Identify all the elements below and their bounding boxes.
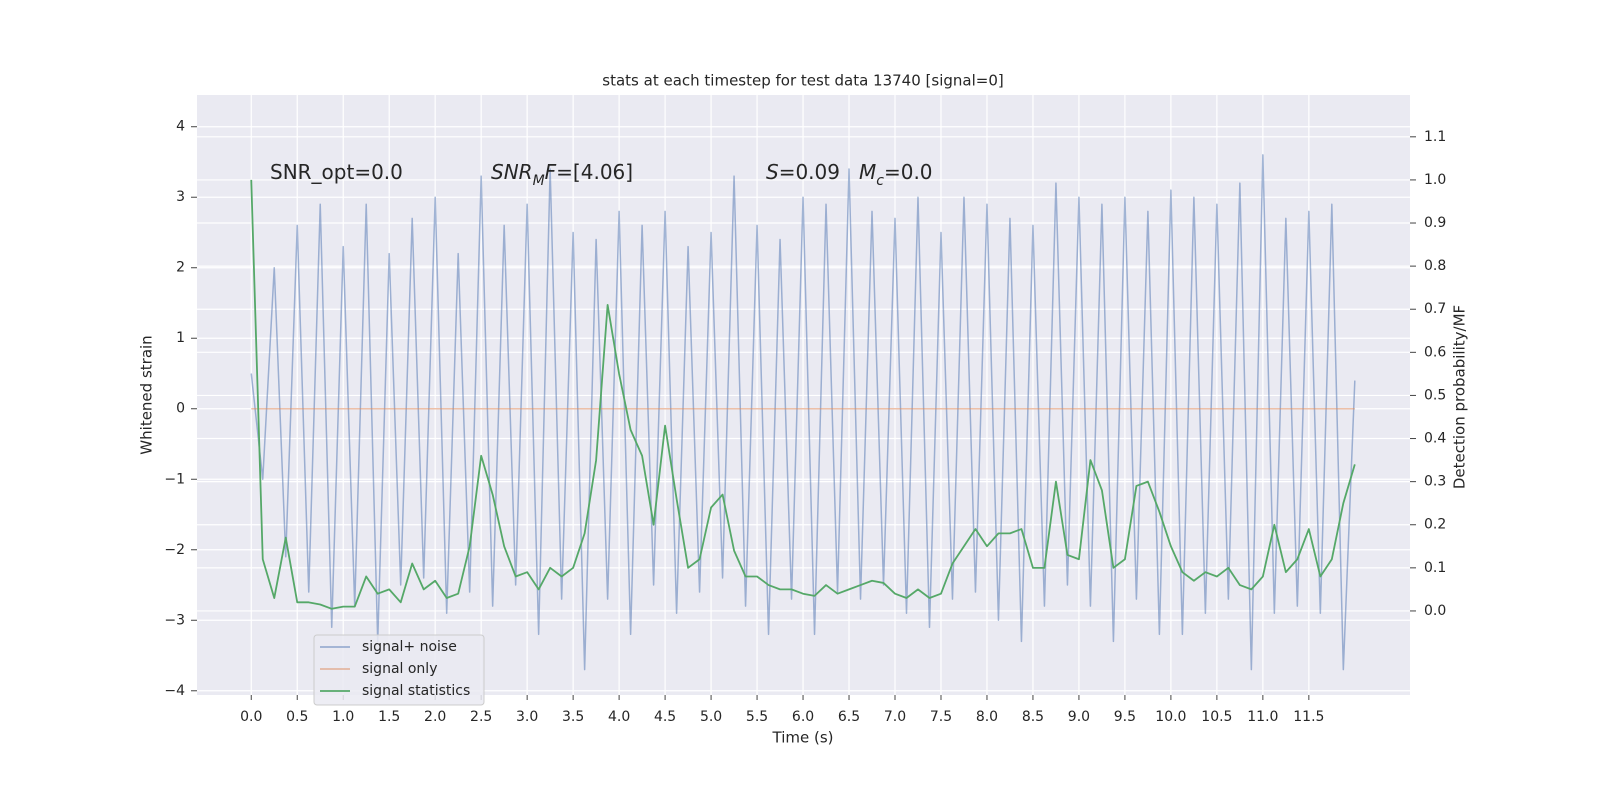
- legend-label: signal statistics: [362, 683, 470, 699]
- x-tick-label: 2.0: [424, 709, 446, 725]
- legend-label: signal+ noise: [362, 639, 457, 655]
- x-tick-label: 8.0: [976, 709, 998, 725]
- y2-tick-label: 1.0: [1424, 172, 1446, 188]
- x-tick-label: 5.5: [746, 709, 768, 725]
- y-tick-label: −4: [164, 683, 185, 699]
- x-tick-label: 10.5: [1201, 709, 1232, 725]
- y2-tick-label: 0.0: [1424, 603, 1446, 619]
- annotation: Mc=0.0: [859, 160, 933, 190]
- annotation-part: F: [545, 160, 557, 184]
- y2-tick-label: 0.1: [1424, 560, 1446, 576]
- y2-tick-label: 0.9: [1424, 215, 1446, 231]
- x-tick-label: 7.5: [930, 709, 952, 725]
- y2-tick-label: 0.8: [1424, 258, 1446, 274]
- x-tick-label: 9.0: [1068, 709, 1090, 725]
- x-tick-label: 4.5: [654, 709, 676, 725]
- x-tick-label: 5.0: [700, 709, 722, 725]
- x-tick-label: 3.0: [516, 709, 538, 725]
- marks: [250, 154, 1356, 671]
- x-tick-label: 2.5: [470, 709, 492, 725]
- y-tick-label: 3: [176, 189, 185, 205]
- legend-label: signal only: [362, 661, 437, 677]
- annotation-part: SNR_opt=0.0: [270, 160, 403, 184]
- x-tick-label: 3.5: [562, 709, 584, 725]
- x-tick-label: 0.5: [286, 709, 308, 725]
- y2-axis-label: Detection probability/MF: [1451, 305, 1469, 489]
- annotation: S=0.09: [766, 160, 840, 184]
- annotation-part: SNR: [491, 160, 533, 184]
- series-line: [250, 154, 1356, 671]
- y-tick-label: 4: [176, 119, 185, 135]
- x-axis-label: Time (s): [772, 729, 834, 747]
- legend: signal+ noise signal only signal statistic…: [313, 634, 485, 706]
- annotation: SNR_opt=0.0: [270, 160, 403, 184]
- annotation-part: =[4.06]: [556, 160, 633, 184]
- y-tick-label: 1: [176, 330, 185, 346]
- annotation-part: c: [876, 173, 884, 189]
- legend-box: [313, 634, 485, 706]
- x-tick-label: 0.0: [240, 709, 262, 725]
- chart-title: stats at each timestep for test data 137…: [602, 72, 1003, 90]
- y-tick-label: −3: [164, 612, 185, 628]
- y2-tick-label: 0.5: [1424, 387, 1446, 403]
- overlay: SNR_opt=0.0 SNRMF=[4.06] S=0.09 Mc=0.0signa…: [270, 160, 933, 706]
- y2-tick-label: 0.3: [1424, 474, 1446, 490]
- x-tick-label: 1.5: [378, 709, 400, 725]
- x-tick-label: 7.0: [884, 709, 906, 725]
- x-tick-label: 10.0: [1155, 709, 1186, 725]
- annotation-part: M: [859, 160, 876, 184]
- x-tick-label: 11.5: [1293, 709, 1324, 725]
- annotation-part: S: [766, 160, 779, 184]
- annotation-part: =0.09: [779, 160, 840, 184]
- x-tick-label: 6.0: [792, 709, 814, 725]
- y-tick-label: −1: [164, 471, 185, 487]
- y-tick-label: 2: [176, 260, 185, 276]
- x-tick-label: 11.0: [1247, 709, 1278, 725]
- x-tick-label: 6.5: [838, 709, 860, 725]
- y-tick-label: 0: [176, 401, 185, 417]
- y2-tick-label: 0.2: [1424, 517, 1446, 533]
- y-axis-label: Whitened strain: [138, 335, 156, 454]
- x-tick-label: 8.5: [1022, 709, 1044, 725]
- x-tick-label: 4.0: [608, 709, 630, 725]
- annotation-part: =0.0: [884, 160, 933, 184]
- series-line: [250, 179, 1356, 610]
- x-tick-label: 9.5: [1114, 709, 1136, 725]
- y2-tick-label: 0.7: [1424, 301, 1446, 317]
- annotation: SNRMF=[4.06]: [491, 160, 633, 190]
- y2-tick-label: 1.1: [1424, 129, 1446, 145]
- y2-tick-label: 0.4: [1424, 431, 1446, 447]
- annotation-part: M: [533, 173, 545, 189]
- y2-tick-label: 0.6: [1424, 344, 1446, 360]
- x-tick-label: 1.0: [332, 709, 354, 725]
- y-tick-label: −2: [164, 542, 185, 558]
